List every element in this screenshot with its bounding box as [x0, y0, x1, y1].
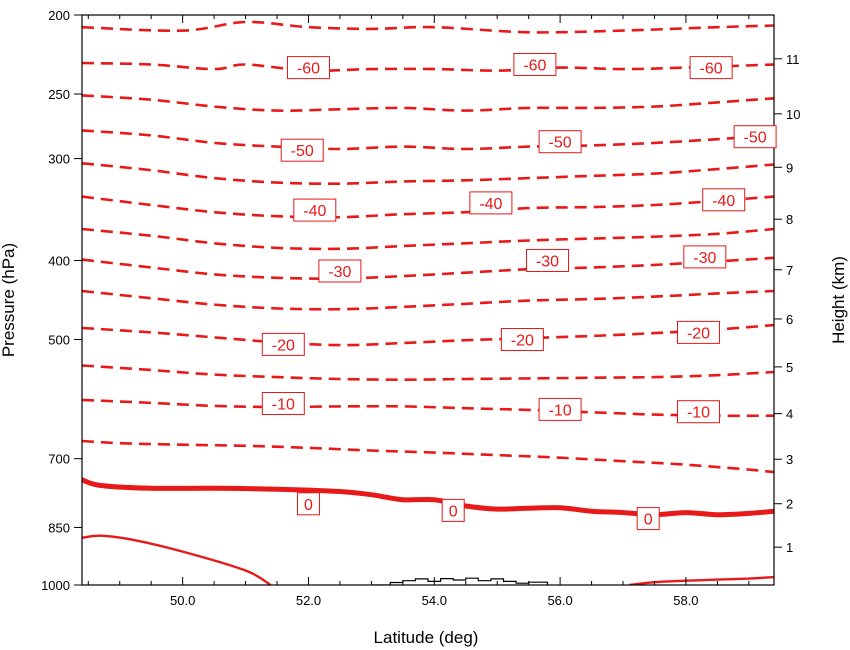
- contour-line-5-14: [82, 534, 272, 585]
- y2-axis-title: Height (km): [829, 256, 848, 344]
- contour-label-minus30-1: -30: [526, 249, 569, 272]
- x-tick-label: 56.0: [547, 593, 572, 608]
- svg-text:-20: -20: [511, 333, 534, 350]
- contour-line-minus35: [82, 227, 774, 251]
- contour-line-5-15: [629, 575, 774, 585]
- y2-tick-label: 2: [786, 497, 793, 512]
- svg-text:-30: -30: [536, 254, 559, 271]
- y2-tick-label: 5: [786, 360, 793, 375]
- contour-label-minus60-0: -60: [287, 56, 330, 80]
- contour-label-minus60-1: -60: [513, 53, 557, 76]
- contour-label-minus20-1: -20: [500, 328, 544, 351]
- contour-label-minus30-0: -30: [318, 259, 362, 283]
- contour-label-minus10-1: -10: [538, 397, 582, 421]
- svg-text:-60: -60: [523, 58, 546, 75]
- svg-text:0: 0: [304, 497, 313, 514]
- contour-label-minus60-2: -60: [689, 56, 733, 80]
- y-tick-label: 250: [48, 87, 70, 102]
- svg-text:-10: -10: [687, 405, 710, 422]
- contour-label-minus40-0: -40: [293, 198, 337, 222]
- y-tick-label: 850: [48, 520, 70, 535]
- svg-text:-60: -60: [700, 61, 723, 78]
- contour-label-minus20-0: -20: [261, 332, 305, 356]
- contour-line-minus10: [82, 398, 774, 418]
- svg-text:0: 0: [449, 503, 458, 520]
- x-axis-title: Latitude (deg): [374, 628, 479, 647]
- svg-text:-50: -50: [291, 143, 314, 160]
- contour-line-minus65: [82, 20, 774, 34]
- contour-label-0-2: 0: [636, 507, 660, 531]
- contour-label-0-1: 0: [441, 498, 465, 522]
- y-tick-label: 200: [48, 8, 70, 23]
- x-tick-label: 50.0: [170, 593, 195, 608]
- y2-tick-label: 1: [786, 540, 793, 555]
- contour-line-minus60: [82, 61, 774, 73]
- y2-tick-label: 10: [786, 107, 800, 122]
- contour-label-minus10-2: -10: [677, 400, 720, 424]
- svg-text:-20: -20: [687, 325, 710, 342]
- contour-line-minus20: [82, 323, 774, 347]
- svg-text:-50: -50: [744, 130, 767, 147]
- svg-text:-10: -10: [272, 397, 295, 414]
- terrain-outline: [371, 577, 549, 585]
- svg-text:0: 0: [644, 512, 653, 529]
- contour-line-minus50: [82, 129, 774, 151]
- y-tick-label: 1000: [41, 578, 70, 593]
- contour-label-minus20-2: -20: [677, 320, 720, 344]
- y2-tick-label: 3: [786, 452, 793, 467]
- x-tick-label: 58.0: [673, 593, 698, 608]
- plot-frame: [81, 14, 775, 586]
- svg-text:-30: -30: [328, 264, 351, 281]
- y2-tick-label: 4: [786, 407, 793, 422]
- contour-label-0-0: 0: [297, 492, 320, 516]
- contour-label-minus10-0: -10: [261, 392, 305, 415]
- contour-line-minus5: [82, 439, 774, 474]
- contour-label-minus50-0: -50: [280, 138, 324, 162]
- x-tick-label: 52.0: [296, 593, 321, 608]
- y2-tick-label: 8: [786, 212, 793, 227]
- contour-label-minus40-1: -40: [469, 191, 513, 215]
- y2-tick-label: 9: [786, 160, 793, 175]
- svg-text:-40: -40: [303, 203, 326, 220]
- contour-label-minus50-1: -50: [538, 130, 582, 154]
- y-axis-title: Pressure (hPa): [0, 243, 18, 357]
- x-tick-label: 54.0: [422, 593, 447, 608]
- svg-text:-50: -50: [549, 135, 572, 152]
- contour-line-minus45: [82, 162, 774, 186]
- contour-line-minus30: [82, 256, 774, 280]
- svg-text:-30: -30: [693, 250, 716, 267]
- svg-text:-40: -40: [712, 193, 735, 210]
- y-tick-label: 400: [48, 254, 70, 269]
- svg-text:-10: -10: [549, 402, 572, 419]
- y-tick-label: 500: [48, 333, 70, 348]
- y2-tick-label: 6: [786, 312, 793, 327]
- contour-label-minus30-2: -30: [683, 245, 727, 269]
- contour-label-minus40-2: -40: [702, 188, 746, 212]
- contour-line-minus15: [82, 364, 774, 381]
- y-tick-label: 700: [48, 452, 70, 467]
- svg-text:-40: -40: [479, 196, 502, 213]
- contour-line-0: [82, 477, 774, 518]
- y2-tick-label: 7: [786, 263, 793, 278]
- svg-text:-20: -20: [272, 337, 295, 354]
- contour-line-minus40: [82, 195, 774, 219]
- contour-line-minus25: [82, 289, 774, 311]
- contour-line-minus55: [82, 94, 774, 113]
- contour-label-minus50-2: -50: [733, 125, 777, 149]
- y2-tick-label: 11: [786, 52, 800, 67]
- y-tick-label: 300: [48, 152, 70, 167]
- svg-text:-60: -60: [297, 61, 320, 78]
